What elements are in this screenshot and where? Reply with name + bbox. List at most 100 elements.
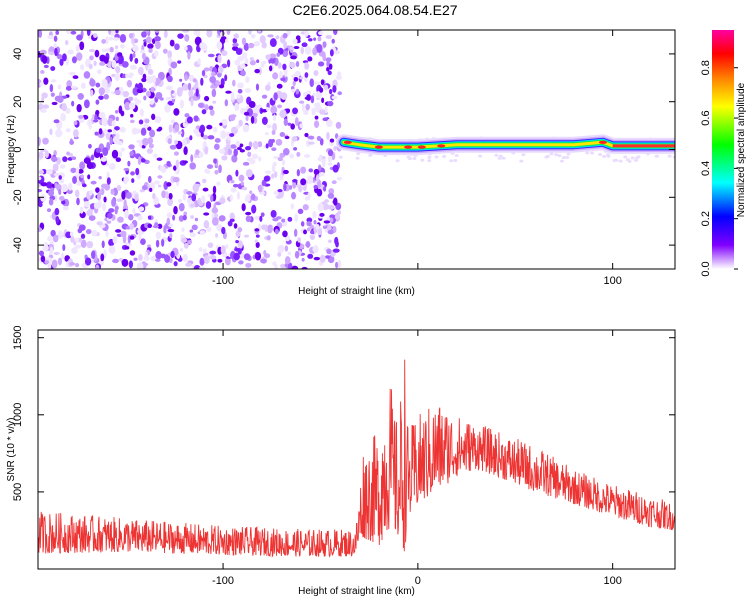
noise-speckle bbox=[41, 182, 48, 186]
noise-speckle bbox=[206, 170, 210, 174]
snr-plot bbox=[38, 360, 675, 557]
noise-speckle bbox=[40, 194, 46, 202]
noise-speckle bbox=[234, 60, 240, 66]
noise-speckle bbox=[190, 203, 196, 207]
noise-speckle bbox=[70, 168, 76, 174]
noise-speckle bbox=[66, 86, 72, 91]
noise-speckle bbox=[55, 216, 59, 224]
noise-speckle bbox=[315, 116, 319, 120]
noise-speckle bbox=[199, 247, 203, 252]
noise-speckle bbox=[55, 129, 62, 138]
noise-speckle bbox=[147, 244, 151, 247]
noise-speckle bbox=[200, 230, 206, 235]
noise-speckle bbox=[153, 225, 159, 228]
noise-speckle bbox=[293, 147, 297, 150]
noise-speckle bbox=[189, 135, 192, 140]
noise-speckle bbox=[221, 245, 226, 254]
spectrogram-ytick-label: 20 bbox=[12, 96, 24, 108]
noise-speckle bbox=[235, 141, 240, 147]
noise-speckle bbox=[99, 55, 105, 62]
noise-speckle bbox=[602, 155, 606, 158]
noise-speckle bbox=[84, 201, 90, 208]
noise-speckle bbox=[71, 86, 77, 89]
noise-speckle bbox=[585, 151, 589, 154]
noise-speckle bbox=[333, 146, 337, 151]
noise-speckle bbox=[246, 169, 253, 177]
noise-speckle bbox=[157, 157, 163, 160]
noise-speckle bbox=[135, 129, 141, 134]
noise-speckle bbox=[66, 27, 70, 34]
noise-speckle bbox=[101, 39, 106, 44]
noise-speckle bbox=[330, 138, 334, 142]
noise-speckle bbox=[71, 101, 74, 107]
noise-speckle bbox=[184, 46, 188, 50]
noise-speckle bbox=[264, 176, 270, 182]
noise-speckle bbox=[206, 201, 211, 209]
noise-speckle bbox=[299, 76, 303, 79]
colorbar-label: Normalized spectral amplitude bbox=[736, 82, 747, 217]
noise-speckle bbox=[91, 181, 97, 185]
noise-speckle bbox=[120, 44, 125, 49]
noise-speckle bbox=[319, 155, 323, 161]
noise-speckle bbox=[566, 152, 570, 155]
noise-speckle bbox=[109, 163, 116, 170]
noise-speckle bbox=[237, 191, 240, 199]
noise-speckle bbox=[210, 109, 215, 116]
noise-speckle bbox=[109, 137, 112, 146]
noise-speckle bbox=[312, 245, 318, 253]
noise-speckle bbox=[194, 115, 199, 121]
noise-speckle bbox=[204, 96, 209, 101]
noise-speckle bbox=[167, 50, 172, 58]
noise-speckle bbox=[321, 79, 324, 85]
noise-speckle bbox=[139, 119, 143, 124]
noise-speckle bbox=[120, 34, 126, 43]
noise-speckle bbox=[225, 91, 231, 94]
noise-speckle bbox=[204, 255, 210, 264]
noise-speckle bbox=[336, 122, 342, 129]
noise-speckle bbox=[246, 115, 249, 121]
noise-speckle bbox=[97, 69, 102, 74]
noise-speckle bbox=[147, 148, 153, 154]
noise-speckle bbox=[177, 33, 184, 38]
noise-speckle bbox=[277, 84, 283, 89]
noise-speckle bbox=[150, 256, 155, 262]
noise-speckle bbox=[163, 49, 168, 54]
noise-speckle bbox=[138, 67, 144, 75]
noise-speckle bbox=[187, 116, 193, 123]
noise-speckle bbox=[256, 235, 260, 238]
noise-speckle bbox=[199, 128, 203, 133]
noise-speckle bbox=[107, 177, 111, 185]
noise-speckle bbox=[307, 176, 313, 185]
noise-speckle bbox=[138, 215, 143, 220]
noise-speckle bbox=[127, 161, 130, 167]
noise-speckle bbox=[75, 190, 80, 198]
noise-speckle bbox=[449, 159, 453, 162]
noise-speckle bbox=[115, 229, 121, 233]
noise-speckle bbox=[178, 131, 183, 135]
noise-speckle bbox=[44, 65, 49, 68]
spectrogram-xlabel: Height of straight line (km) bbox=[298, 286, 415, 297]
noise-speckle bbox=[128, 74, 133, 78]
noise-speckle bbox=[54, 208, 59, 215]
noise-speckle bbox=[329, 214, 335, 218]
chart-canvas: -100 100-40-2002040Height of straight lin… bbox=[0, 0, 750, 600]
noise-speckle bbox=[190, 215, 194, 219]
noise-speckle bbox=[256, 59, 259, 63]
noise-speckle bbox=[124, 210, 129, 219]
noise-speckle bbox=[138, 157, 141, 165]
noise-speckle bbox=[230, 219, 235, 222]
noise-speckle bbox=[221, 36, 226, 40]
noise-speckle bbox=[283, 148, 290, 156]
noise-speckle bbox=[54, 36, 58, 42]
snr-xtick-label: -100 bbox=[212, 575, 234, 587]
noise-speckle bbox=[91, 155, 95, 161]
noise-speckle bbox=[148, 216, 151, 220]
noise-speckle bbox=[546, 155, 550, 158]
noise-speckle bbox=[88, 144, 92, 149]
noise-speckle bbox=[183, 215, 187, 221]
noise-speckle bbox=[316, 224, 320, 230]
noise-speckle bbox=[408, 157, 412, 160]
noise-speckle bbox=[258, 156, 261, 161]
noise-speckle bbox=[420, 159, 424, 162]
noise-speckle bbox=[61, 253, 65, 260]
